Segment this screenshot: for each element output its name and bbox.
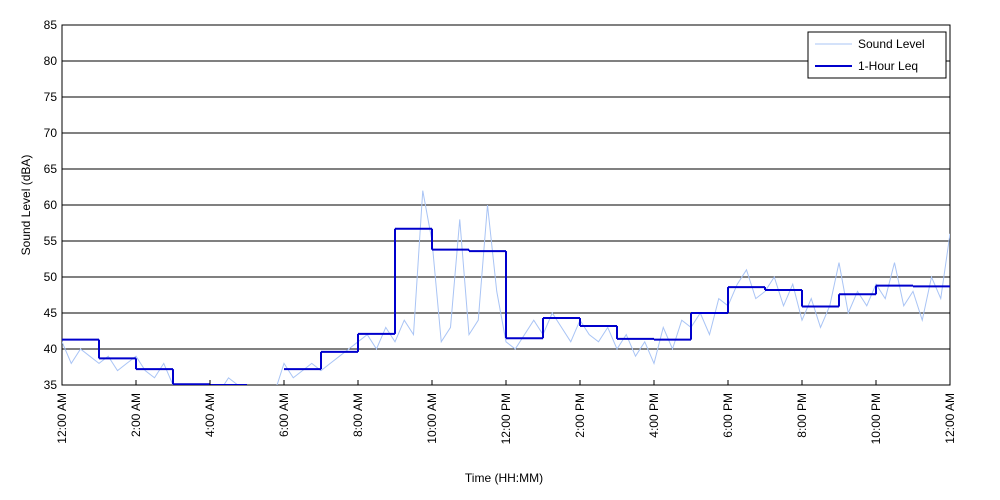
x-tick-label: 4:00 AM (203, 393, 217, 437)
x-axis-label: Time (HH:MM) (465, 471, 543, 485)
legend-label: 1-Hour Leq (858, 59, 918, 73)
x-tick-label: 6:00 AM (277, 393, 291, 437)
y-tick-label: 35 (44, 378, 58, 392)
y-tick-label: 65 (44, 162, 58, 176)
legend (807, 31, 947, 79)
x-tick-label: 6:00 PM (721, 393, 735, 438)
sound-level-line (62, 190, 950, 385)
y-tick-label: 85 (44, 18, 58, 32)
x-tick-label: 2:00 PM (573, 393, 587, 438)
y-tick-label: 75 (44, 90, 58, 104)
x-tick-label: 10:00 PM (869, 393, 883, 444)
legend-label: Sound Level (858, 37, 925, 51)
x-tick-label: 8:00 PM (795, 393, 809, 438)
y-tick-label: 50 (44, 270, 58, 284)
y-axis-label: Sound Level (dBA) (19, 155, 33, 256)
x-tick-label: 10:00 AM (425, 393, 439, 444)
y-tick-label: 40 (44, 342, 58, 356)
x-tick-label: 2:00 AM (129, 393, 143, 437)
y-tick-label: 60 (44, 198, 58, 212)
y-tick-label: 70 (44, 126, 58, 140)
x-tick-label: 12:00 AM (55, 393, 69, 444)
y-tick-label: 45 (44, 306, 58, 320)
y-tick-label: 80 (44, 54, 58, 68)
y-tick-label: 55 (44, 234, 58, 248)
x-tick-label: 4:00 PM (647, 393, 661, 438)
x-tick-label: 12:00 AM (943, 393, 957, 444)
x-tick-label: 12:00 PM (499, 393, 513, 444)
x-tick-label: 8:00 AM (351, 393, 365, 437)
